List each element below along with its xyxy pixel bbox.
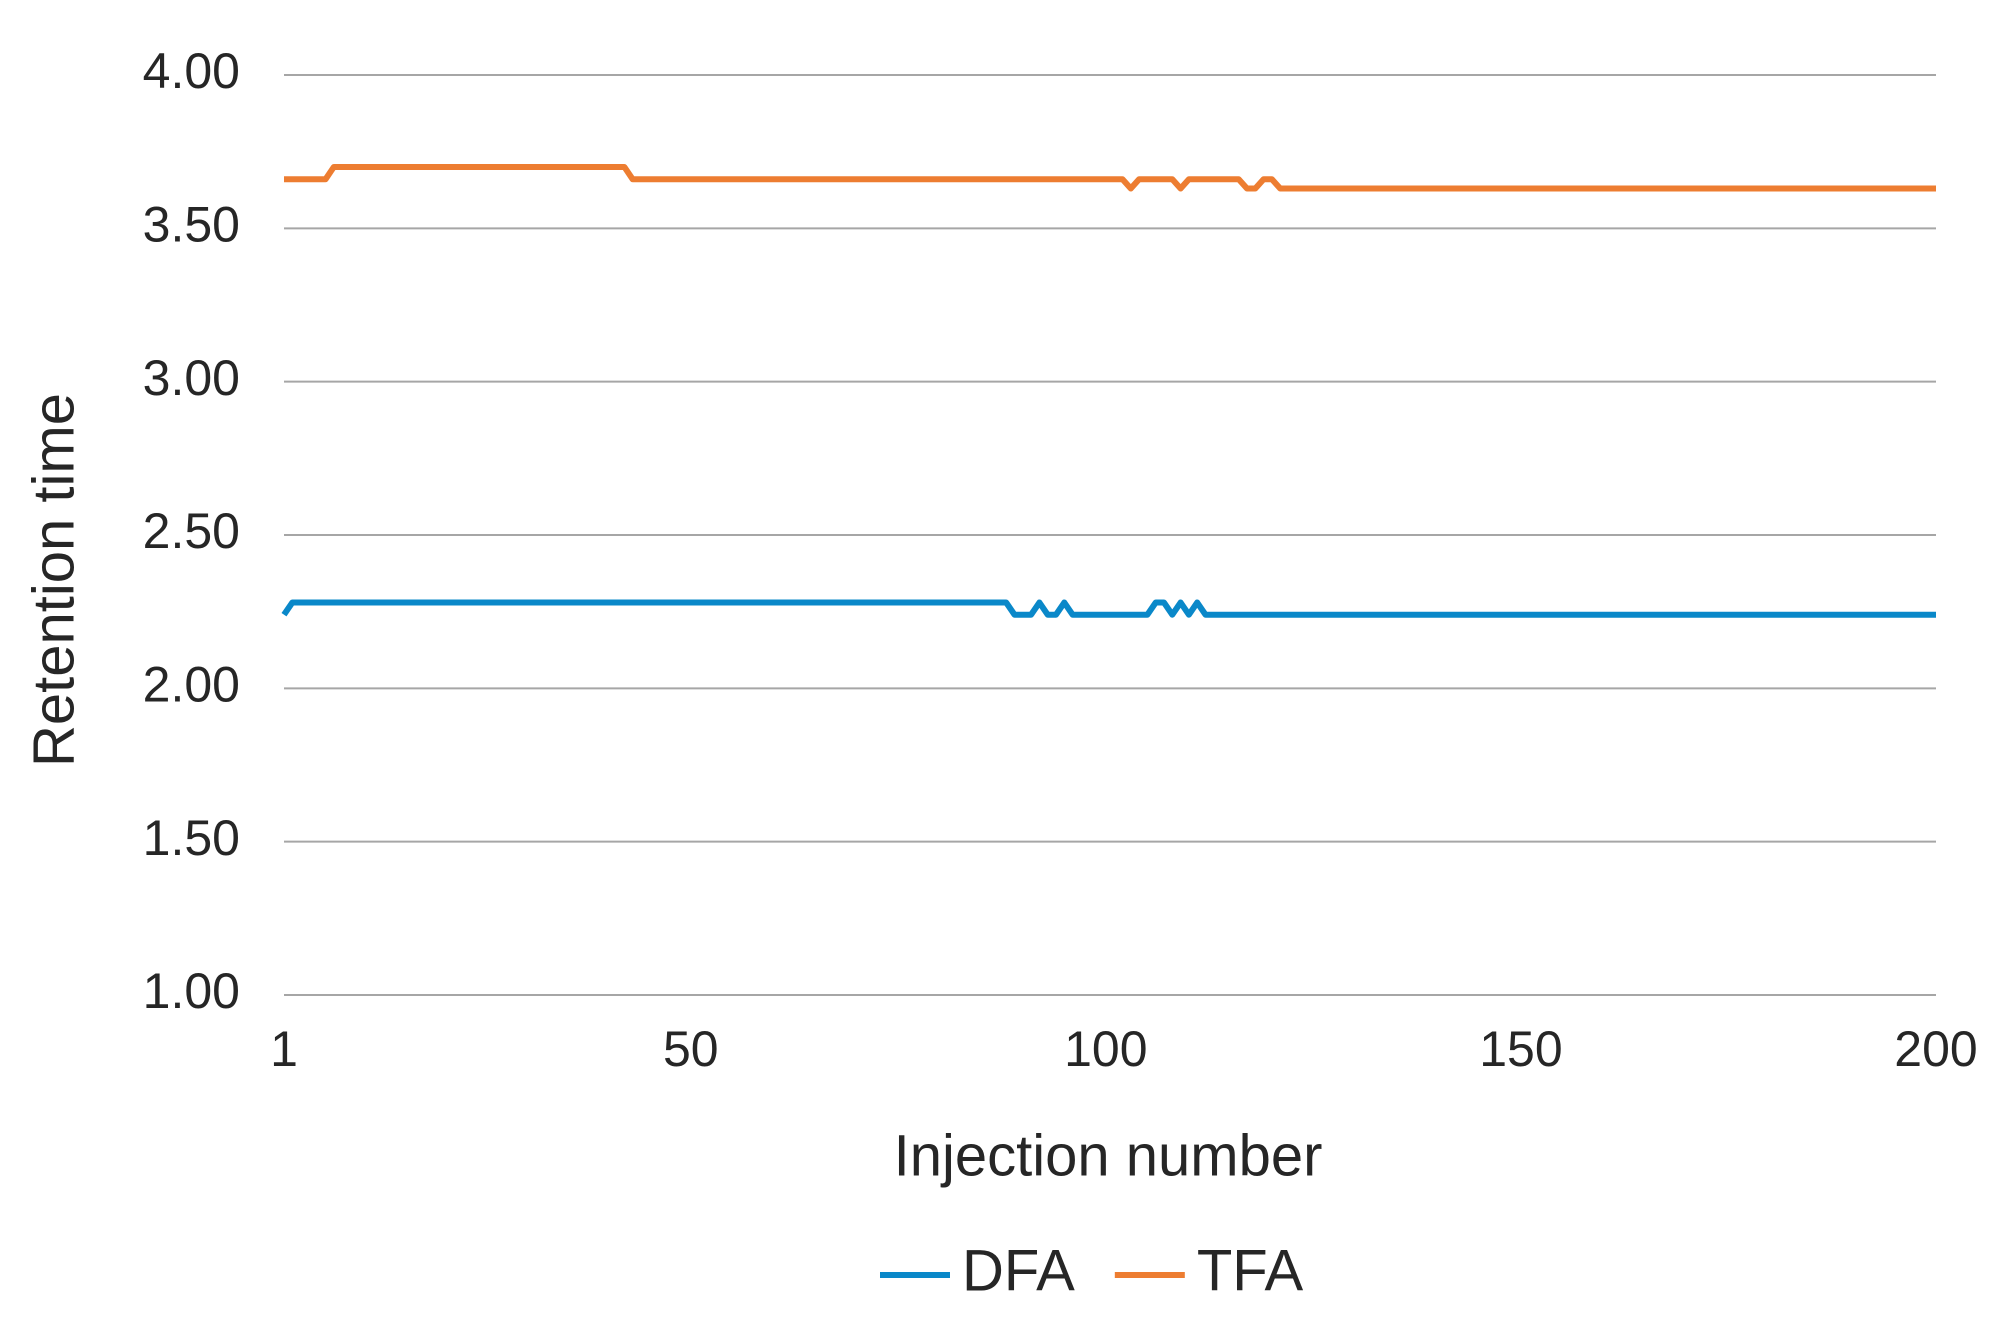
legend-label: TFA [1197, 1238, 1304, 1303]
data-line [281, 599, 1936, 618]
x-tick-label: 50 [663, 1021, 719, 1077]
y-axis-title: Retention time [21, 393, 86, 767]
x-tick-label: 100 [1064, 1021, 1147, 1077]
y-tick-label: 3.00 [143, 350, 240, 406]
y-tick-label: 4.00 [143, 43, 240, 99]
y-tick-label: 1.00 [143, 963, 240, 1019]
y-tick-label: 3.50 [143, 197, 240, 253]
data-line [284, 164, 1936, 192]
y-tick-label: 2.00 [143, 657, 240, 713]
x-tick-label: 1 [270, 1021, 298, 1077]
y-tick-label: 2.50 [143, 503, 240, 559]
x-tick-label: 200 [1894, 1021, 1977, 1077]
x-tick-label: 150 [1479, 1021, 1562, 1077]
legend-label: DFA [962, 1238, 1075, 1303]
y-tick-label: 1.50 [143, 810, 240, 866]
x-axis-title: Injection number [894, 1123, 1323, 1188]
